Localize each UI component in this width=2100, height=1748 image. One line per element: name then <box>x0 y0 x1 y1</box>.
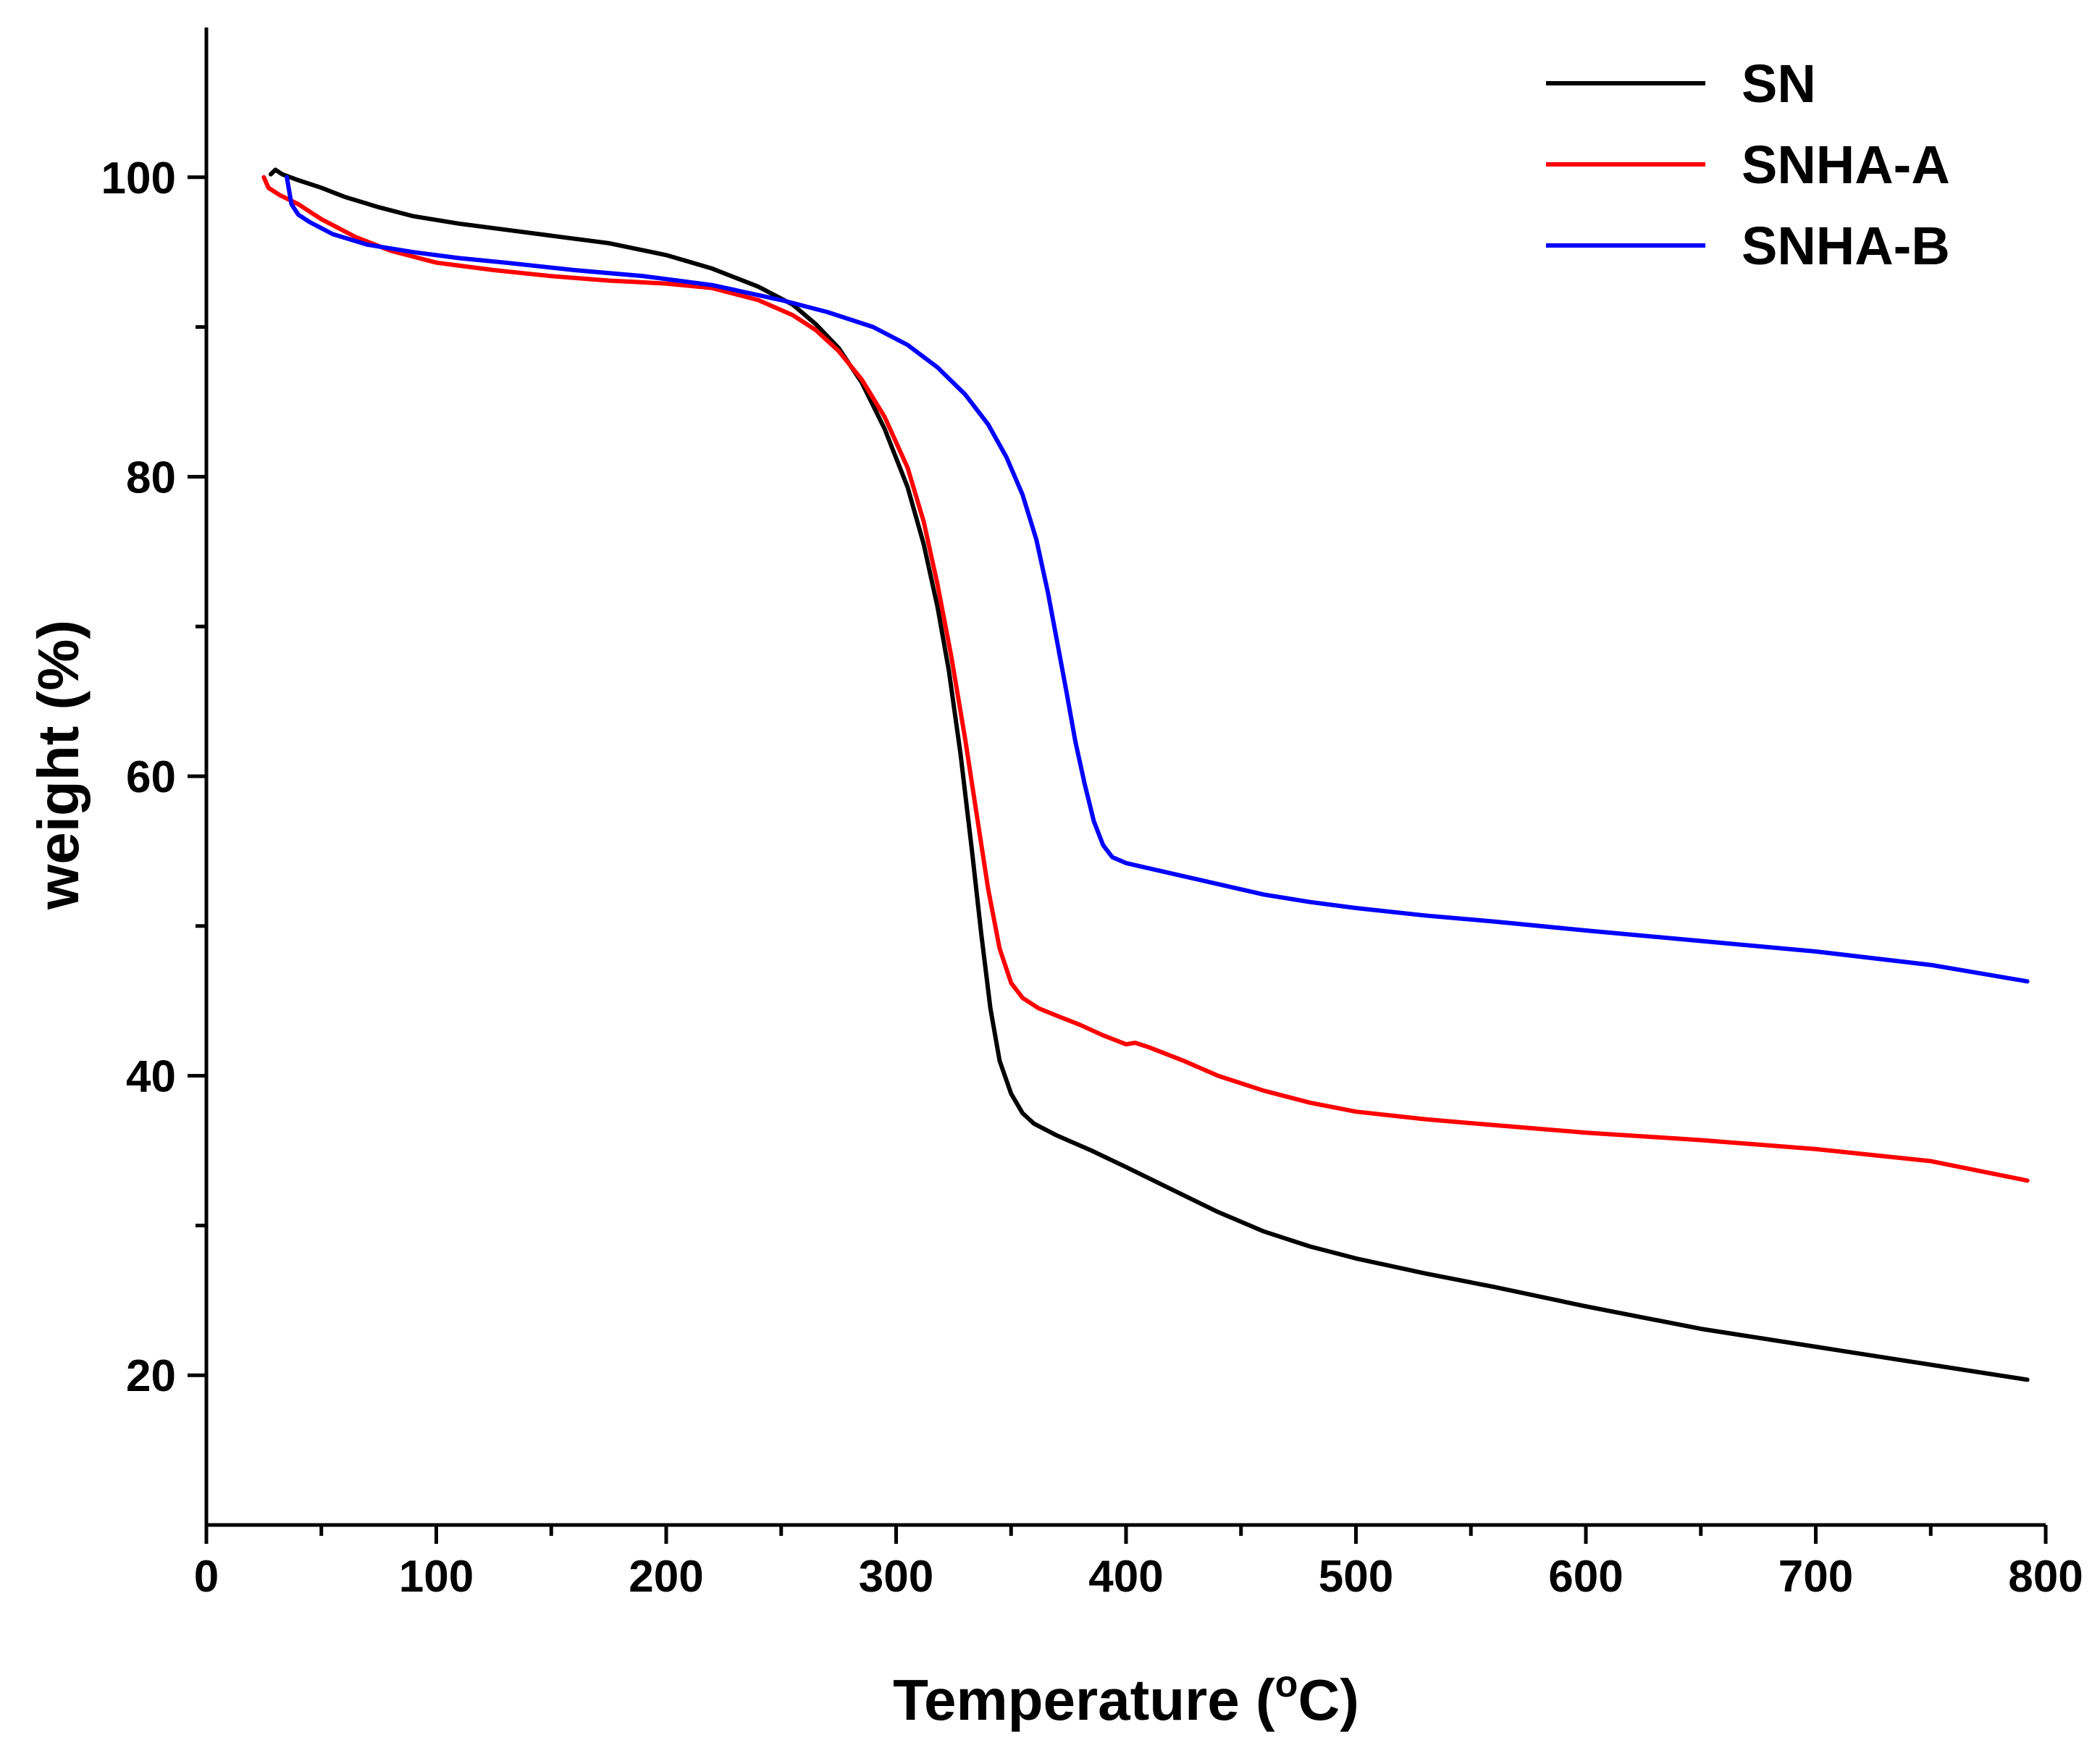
x-tick-label: 500 <box>1319 1552 1393 1602</box>
y-tick-label: 60 <box>126 752 176 802</box>
y-tick-label: 40 <box>126 1052 176 1102</box>
y-tick-label: 80 <box>126 453 176 503</box>
x-axis-title: Temperature (oC) <box>893 1663 1359 1732</box>
x-tick-label: 700 <box>1778 1552 1853 1602</box>
series-line-sn <box>268 167 2030 1382</box>
x-tick-label: 600 <box>1548 1552 1623 1602</box>
legend-label-snha-b: SNHA-B <box>1742 216 1950 276</box>
x-tick-label: 0 <box>194 1552 219 1602</box>
series-line-snha-b <box>285 175 2030 984</box>
x-axis-title-main: Temperature ( <box>893 1668 1275 1732</box>
legend-label-sn: SN <box>1742 54 1816 114</box>
x-tick-label: 800 <box>2008 1552 2083 1602</box>
series-line-snha-a <box>261 175 2030 1183</box>
x-axis-title-suffix: C) <box>1298 1668 1358 1732</box>
x-tick-label: 200 <box>629 1552 703 1602</box>
x-tick-label: 400 <box>1088 1552 1163 1602</box>
x-tick-label: 100 <box>399 1552 474 1602</box>
legend-label-snha-a: SNHA-A <box>1742 135 1950 195</box>
series-lines <box>261 167 2030 1382</box>
y-tick-label: 20 <box>126 1351 176 1401</box>
x-tick-label: 300 <box>859 1552 933 1602</box>
axes: 0 100 200 300 400 500 600 700 800 20 40 60 80 100 <box>101 28 2083 1602</box>
y-axis-title: weight (%) <box>26 620 91 910</box>
y-tick-label: 100 <box>101 154 176 203</box>
x-axis-title-superscript: o <box>1275 1663 1298 1705</box>
legend: SN SNHA-A SNHA-B <box>1546 54 1950 276</box>
